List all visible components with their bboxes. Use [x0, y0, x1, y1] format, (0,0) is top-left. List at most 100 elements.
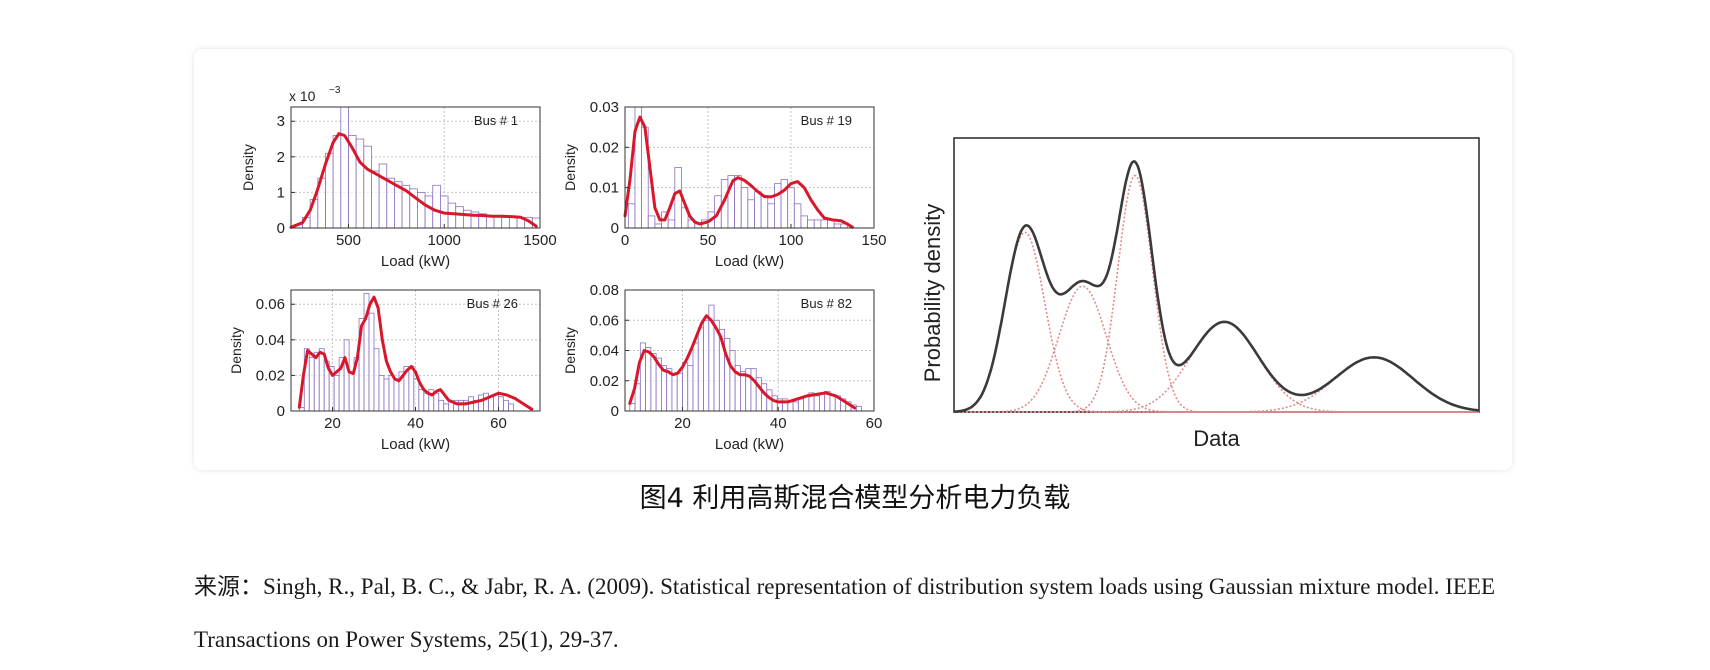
panel2-histogram-bar — [833, 223, 842, 229]
panel4-histogram-bar — [761, 383, 768, 412]
panel4-histogram-bar — [729, 350, 736, 412]
panel3-histogram-bar — [488, 396, 494, 412]
panel3-y-tick-label: 0.02 — [256, 367, 285, 384]
panel1-histogram-bar — [386, 177, 395, 229]
panel3-histogram-bar — [478, 394, 484, 412]
panel1-axes-frame — [290, 106, 541, 229]
panel1-histogram-bar — [332, 135, 342, 229]
panel1-histogram-bar — [447, 202, 457, 229]
panel3-histogram-bar — [493, 394, 499, 412]
panel1-histogram-bar — [501, 216, 510, 229]
panel3-histogram-bar — [348, 371, 355, 412]
panel4-histogram-bar — [813, 395, 820, 412]
panel3-histogram-bar — [443, 403, 450, 412]
panel4-histogram-bar — [819, 392, 826, 412]
panel2-y-tick-label: 0 — [611, 220, 619, 237]
panel2-histogram-bar — [740, 187, 749, 229]
panel3-y-tick-label: 0 — [277, 403, 285, 420]
panel3-histogram-bar — [318, 348, 325, 412]
mixture-y-axis-label: Probability density — [920, 204, 945, 383]
panel1-histogram-bar — [455, 206, 464, 229]
panel2-histogram-bar — [647, 215, 656, 229]
panel1-histogram-bar — [371, 170, 380, 229]
panel3-histogram-bar — [368, 312, 375, 412]
panel4-histogram-bar — [787, 401, 794, 412]
panel1-y-tick-label: 1 — [277, 184, 285, 201]
panel3-x-tick-label: 20 — [324, 415, 341, 432]
panel2-histogram-bar — [627, 203, 636, 229]
mixture-x-axis-label: Data — [1193, 426, 1240, 451]
panel3-histogram-bar — [408, 366, 415, 412]
panel2-histogram-bar — [674, 167, 682, 229]
panel4-y-tick-label: 0 — [611, 403, 619, 420]
panel2-title: Bus # 19 — [801, 113, 852, 128]
panel4-histogram-bar — [792, 401, 799, 412]
figure-caption: 图4 利用高斯混合模型分析电力负载 — [639, 483, 1071, 514]
panel2-histogram-bar — [807, 219, 815, 229]
panel2-x-tick-label: 50 — [700, 232, 717, 249]
panel2-histogram-bar — [754, 191, 762, 229]
panel2-histogram-bar — [787, 187, 795, 229]
panel1-x-tick-label: 1000 — [428, 232, 461, 249]
panel3-y-tick-label: 0.04 — [256, 332, 285, 349]
panel2-histogram-bar — [760, 195, 769, 229]
panel1-histogram-bar — [378, 163, 388, 229]
panel4-y-axis-label: Density — [562, 327, 578, 374]
panel3-y-axis-label: Density — [228, 327, 244, 374]
panel4-y-tick-label: 0.02 — [590, 373, 619, 390]
panel1-y-tick-label: 0 — [277, 220, 285, 237]
panel1-scale-exponent: −3 — [329, 85, 341, 96]
panel1-histogram-bar — [363, 145, 372, 229]
panel1-histogram-bar — [340, 106, 349, 229]
panel3-histogram-bar — [313, 351, 320, 412]
panel4-histogram-bar — [750, 368, 757, 412]
panel1-y-axis-label: Density — [240, 144, 256, 191]
panel2-x-tick-label: 0 — [621, 232, 629, 249]
panel4-histogram-bar — [671, 374, 678, 412]
panel1-scale-note: x 10 — [289, 88, 316, 104]
panel1-y-tick-label: 2 — [277, 149, 285, 166]
panel3-histogram-bar — [483, 392, 489, 412]
panel4-histogram-bar — [771, 395, 778, 412]
panel3-histogram-bar — [433, 392, 440, 412]
panel3-histogram-bar — [378, 375, 385, 412]
panel1-histogram-bar — [417, 192, 426, 229]
panel3-histogram-bar — [373, 348, 380, 412]
panel3-histogram-bar — [508, 403, 514, 412]
panel2-histogram-bar — [667, 219, 676, 229]
panel2-histogram-bar — [734, 175, 742, 229]
panel4-histogram-bar — [703, 319, 710, 412]
panel2-histogram-bar — [813, 219, 822, 229]
panel1-histogram-bar — [355, 138, 365, 229]
panel4-histogram-bar — [797, 398, 805, 412]
panel1-x-axis-label: Load (kW) — [381, 253, 450, 270]
panel4-histogram-bar — [692, 342, 699, 412]
panel1-histogram-bar — [432, 184, 441, 229]
panel4-histogram-bar — [676, 372, 683, 412]
panel3-histogram-bar — [308, 357, 315, 412]
panel3-histogram-bar — [423, 392, 430, 412]
panel2-y-tick-label: 0.03 — [590, 99, 619, 116]
mixture-total-line — [953, 160, 1480, 413]
panel4-fit-line — [628, 314, 857, 410]
source-citation: 来源：Singh, R., Pal, B. C., & Jabr, R. A. … — [194, 560, 1524, 666]
panel3-x-tick-label: 60 — [490, 415, 507, 432]
panel2-axes-frame — [624, 106, 875, 229]
panel4-histogram-bar — [645, 347, 652, 412]
panel1-histogram-bar — [508, 216, 518, 229]
panel4-histogram-bar — [687, 365, 694, 412]
panel3-x-tick-label: 40 — [407, 415, 424, 432]
panel4-histogram-bar — [855, 406, 862, 412]
panel2-histogram-bar — [767, 203, 775, 229]
panel3-histogram-bar — [388, 375, 395, 412]
panel2-histogram-bar — [820, 219, 828, 229]
panel4-histogram-bar — [697, 327, 704, 412]
panel3-histogram-bar — [418, 389, 425, 412]
panel2-y-tick-label: 0.01 — [590, 180, 619, 197]
panel2-histogram-bar — [654, 223, 662, 229]
mixture-axes-frame — [953, 137, 1480, 413]
panel2-histogram-bar — [774, 183, 782, 229]
panel2-histogram-bar — [747, 199, 755, 229]
panel2-x-tick-label: 100 — [778, 232, 803, 249]
panel4-y-tick-label: 0.08 — [590, 282, 619, 299]
